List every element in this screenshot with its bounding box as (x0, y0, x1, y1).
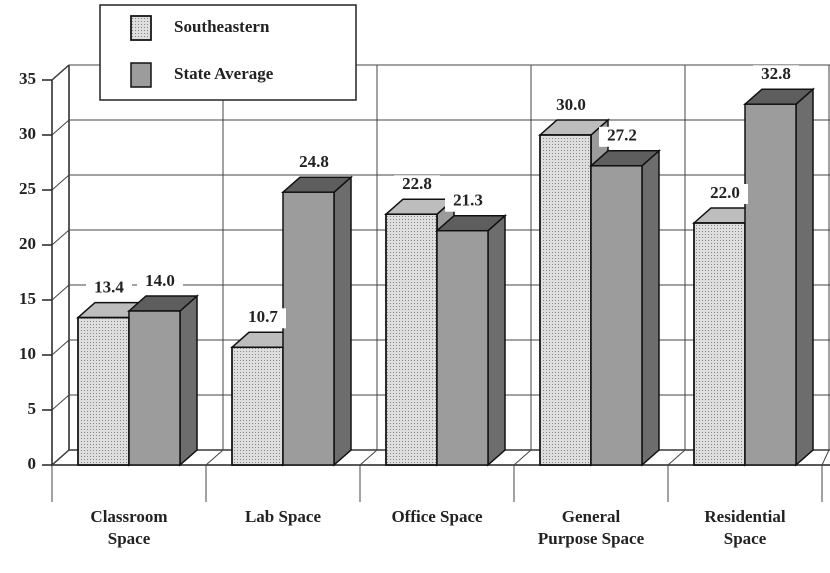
bar-texture (539, 134, 592, 466)
grid-line (51, 174, 70, 191)
value-label-bg (394, 175, 440, 196)
value-label: 27.2 (607, 126, 637, 145)
legend-label: State Average (174, 64, 274, 83)
grid-line (51, 119, 70, 136)
value-label: 22.8 (402, 174, 432, 193)
value-label: 13.4 (94, 278, 124, 297)
floor-line (205, 449, 224, 466)
value-label-bg (548, 96, 594, 116)
floor-line (513, 449, 532, 466)
legend-label: Southeastern (174, 17, 270, 36)
y-tick-label: 5 (28, 399, 37, 418)
y-tick-label: 10 (19, 344, 36, 363)
grid-line (51, 449, 70, 466)
bar-front (436, 229, 489, 466)
bar (127, 294, 199, 467)
bar-side (641, 149, 660, 467)
x-tick-label: Classroom Space (90, 507, 168, 548)
bar (743, 87, 815, 467)
y-tick-label: 15 (19, 289, 36, 308)
floor-line (821, 449, 830, 466)
left-wall (51, 64, 70, 467)
value-label-bg (86, 278, 132, 299)
value-label-bg (137, 272, 183, 292)
bar (538, 118, 610, 467)
bar-texture (77, 316, 130, 466)
value-label: 10.7 (248, 307, 278, 326)
y-tick-label: 20 (19, 234, 36, 253)
legend-swatch (130, 62, 152, 88)
value-label-bg (240, 308, 286, 329)
y-tick-label: 35 (19, 69, 36, 88)
value-label: 30.0 (556, 95, 586, 114)
bar-front (128, 310, 181, 466)
bar-side (179, 294, 198, 467)
bar-side (333, 175, 352, 467)
grid-line (51, 339, 70, 356)
value-label-bg (291, 153, 337, 174)
value-label: 32.8 (761, 64, 791, 83)
grid-line (51, 284, 70, 301)
value-label-bg (702, 184, 748, 204)
y-tick-label: 25 (19, 179, 36, 198)
bar-side (487, 214, 506, 467)
grid-line (51, 394, 70, 411)
grid-line (51, 64, 70, 81)
value-label-bg (445, 191, 491, 212)
value-label: 21.3 (453, 191, 483, 210)
value-label: 14.0 (145, 271, 175, 290)
x-tick-label: General Purpose Space (537, 507, 645, 548)
value-label: 24.8 (299, 152, 329, 171)
bar-texture (385, 213, 438, 466)
bar (589, 149, 661, 467)
bar (281, 175, 353, 467)
value-label: 22.0 (710, 183, 740, 202)
y-tick-label: 30 (19, 124, 36, 143)
bar-front (744, 103, 797, 466)
bar-front (590, 165, 643, 466)
floor-line (359, 449, 378, 466)
x-tick-label: Residential Space (704, 507, 786, 548)
bar-texture (231, 346, 284, 466)
grid-line (51, 229, 70, 246)
x-tick-label: Lab Space (244, 507, 322, 526)
legend-swatch-texture (130, 15, 152, 41)
y-tick-label: 0 (28, 454, 37, 473)
bar-front (282, 191, 335, 466)
x-tick-label: Office Space (391, 507, 483, 526)
bar-texture (693, 222, 746, 466)
bar (435, 214, 507, 467)
value-label-bg (753, 65, 799, 86)
floor-line (667, 449, 686, 466)
bar-side (795, 87, 814, 467)
value-label-bg (599, 126, 645, 147)
